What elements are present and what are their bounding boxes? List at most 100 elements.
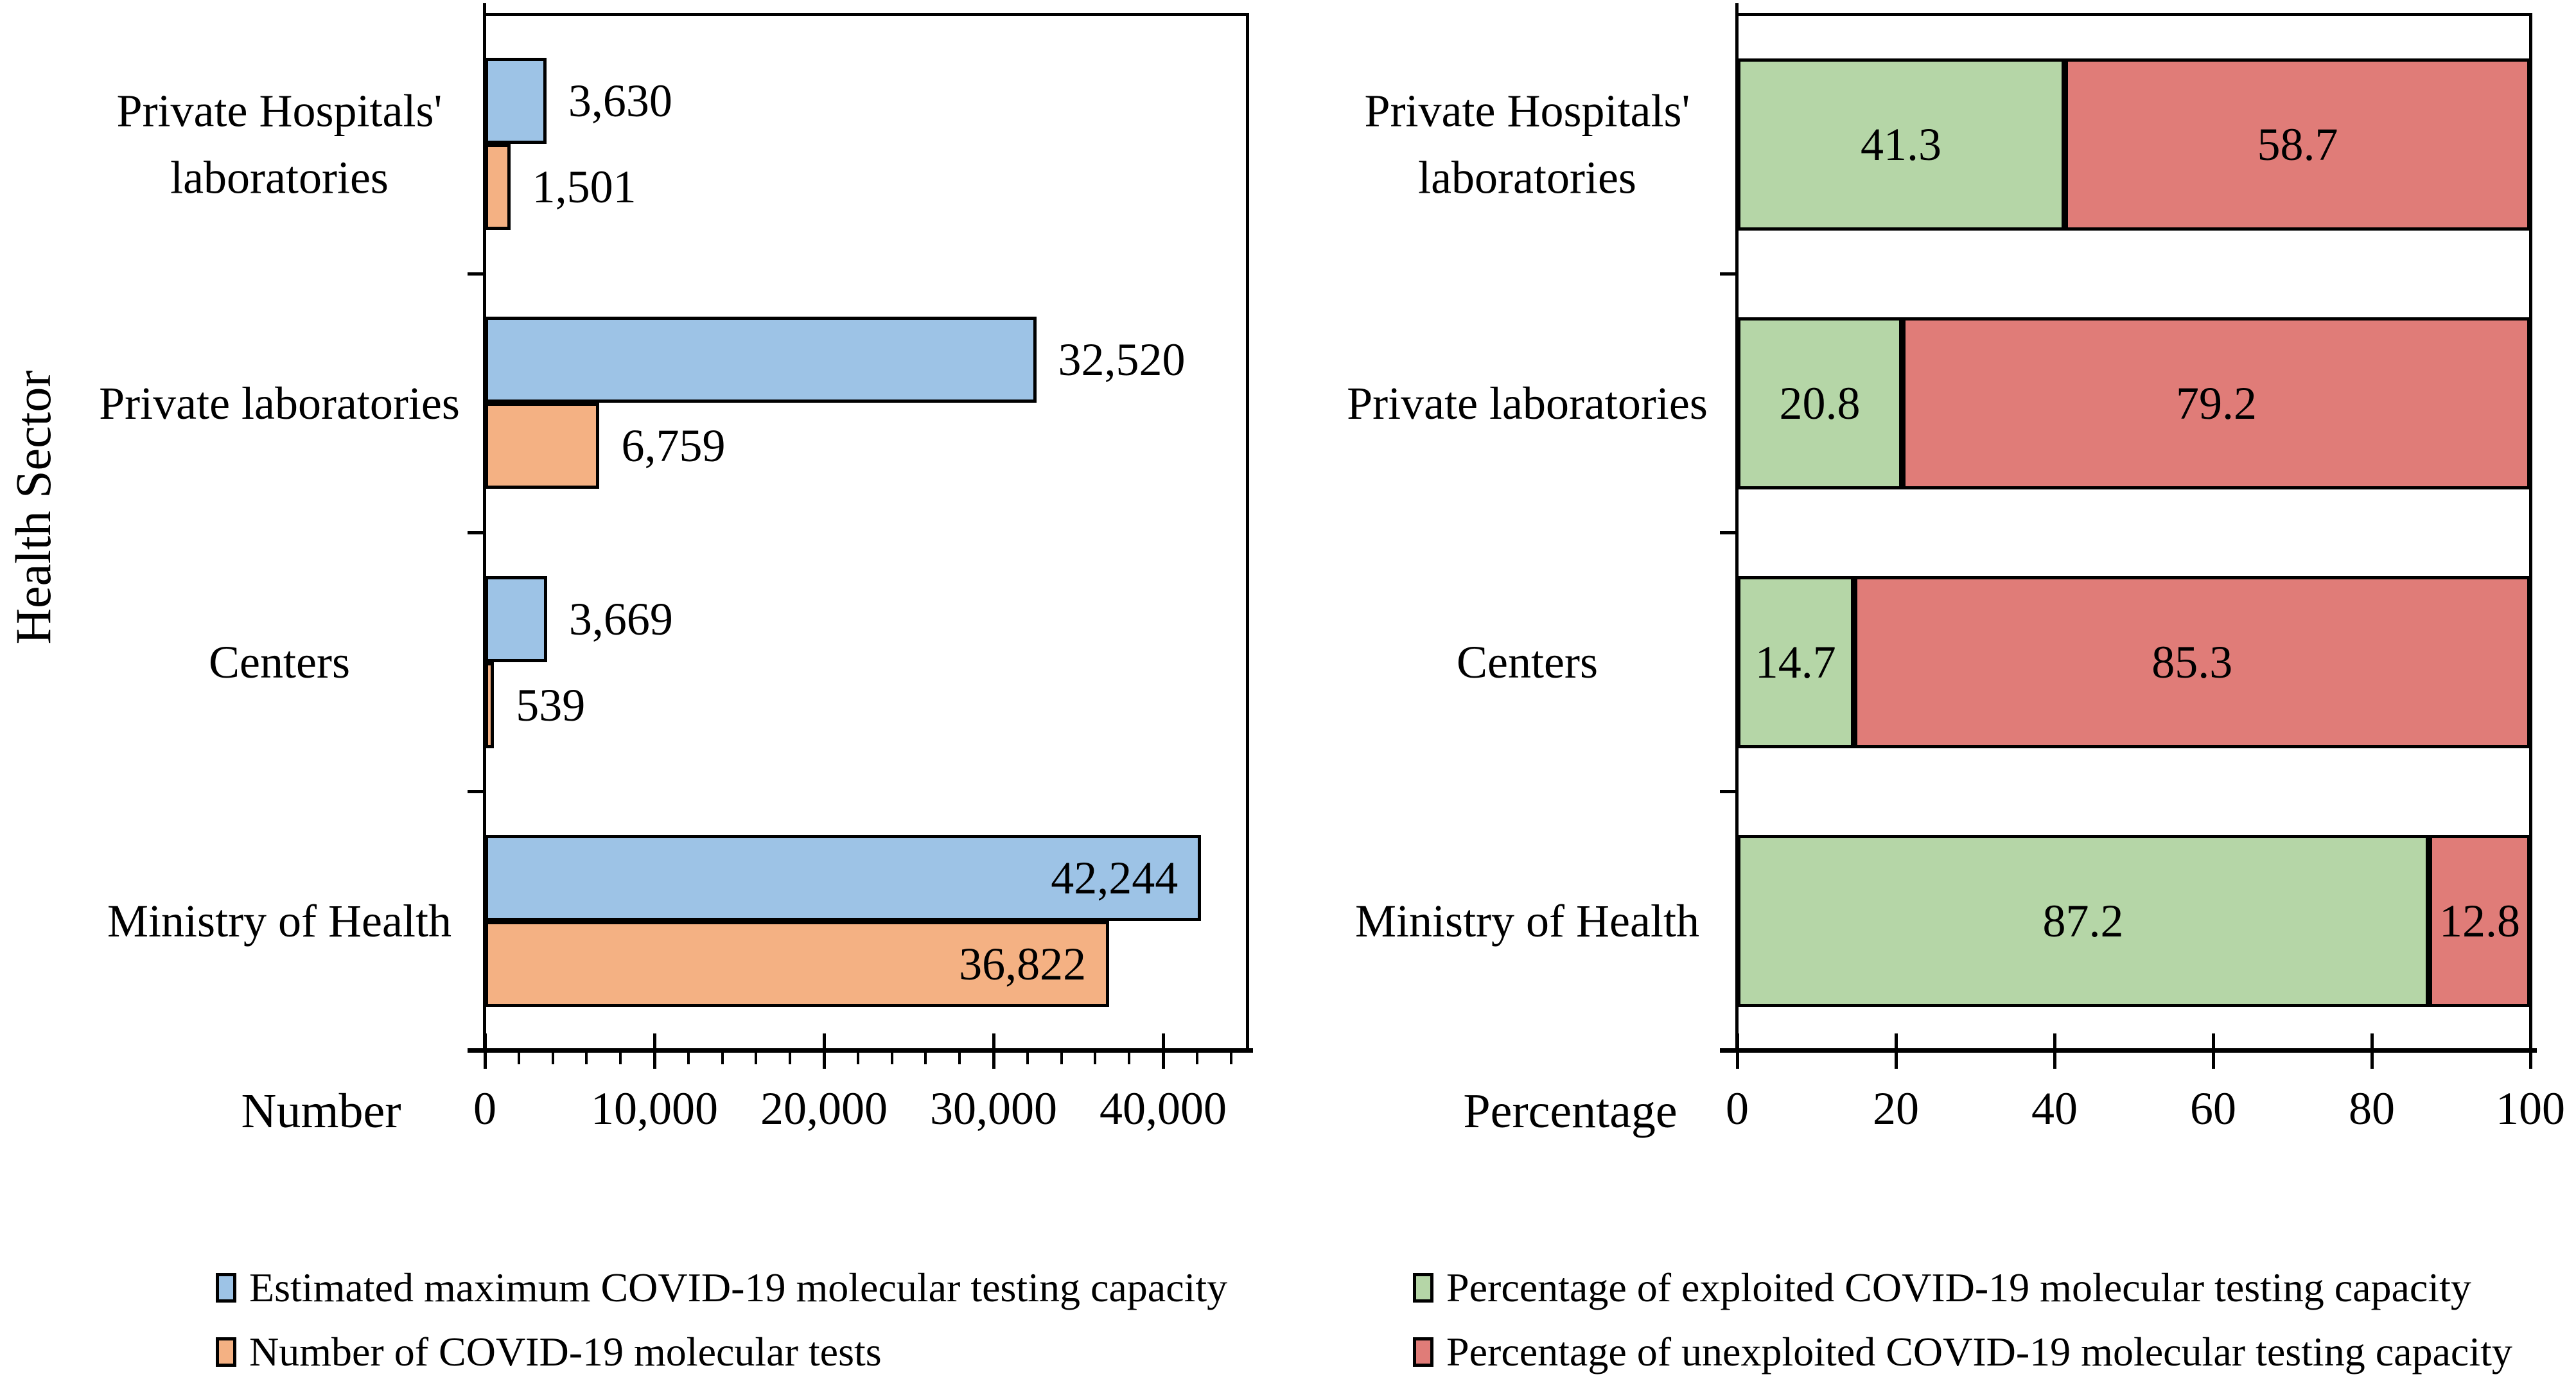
legend-item-unexploited: Percentage of unexploited COVID-19 molec… <box>1413 1329 2512 1375</box>
y-axis-tick <box>468 531 485 534</box>
x-axis-minor-tick <box>755 1051 758 1064</box>
bar-value-label: 539 <box>516 679 586 731</box>
category-label-line: Private Hospitals' <box>1364 85 1690 137</box>
legend-swatch-exploited <box>1413 1273 1433 1303</box>
x-axis-minor-tick <box>1128 1051 1131 1064</box>
bar-value-label: 36,822 <box>959 938 1087 990</box>
x-axis-minor-tick <box>856 1051 859 1064</box>
x-axis-minor-tick <box>1026 1051 1029 1064</box>
segment-unexploited <box>1853 576 2530 748</box>
x-axis-minor-tick <box>1060 1051 1063 1064</box>
segment-value-label: 79.2 <box>2175 377 2257 429</box>
x-axis-minor-tick <box>517 1051 520 1064</box>
legend-label-max-capacity: Estimated maximum COVID-19 molecular tes… <box>249 1265 1228 1310</box>
x-axis-major-tick <box>822 1033 826 1069</box>
bar-estimated-capacity <box>485 58 547 144</box>
x-axis-major-tick <box>2370 1033 2374 1069</box>
bar-estimated-capacity <box>485 575 547 662</box>
y-axis-tick <box>1720 272 1737 276</box>
bar-value-label: 3,669 <box>568 593 673 645</box>
x-axis-tick-label: 80 <box>2349 1083 2395 1134</box>
bar-tests <box>485 403 600 489</box>
x-axis-minor-tick <box>585 1051 588 1064</box>
x-axis-minor-tick <box>1094 1051 1097 1064</box>
segment-unexploited <box>2065 58 2530 231</box>
x-axis-minor-tick <box>924 1051 927 1064</box>
category-label: Private Hospitals' laboratories <box>55 77 504 211</box>
category-label-line: Private laboratories <box>1347 377 1708 429</box>
category-label-line: Private laboratories <box>99 377 460 429</box>
category-label-line: laboratories <box>170 152 389 204</box>
y-axis-tick <box>468 790 485 794</box>
segment-value-label: 87.2 <box>2042 895 2124 947</box>
category-label: Ministry of Health <box>1315 888 1739 954</box>
category-label-line: Ministry of Health <box>1355 895 1699 947</box>
legend-item-max-capacity: Estimated maximum COVID-19 molecular tes… <box>216 1265 1228 1310</box>
segment-exploited <box>1737 835 2429 1008</box>
x-axis-major-tick <box>2528 1033 2532 1069</box>
left-x-axis-title: Number <box>241 1084 401 1138</box>
legend-label-unexploited: Percentage of unexploited COVID-19 molec… <box>1446 1329 2512 1375</box>
category-label: Centers <box>1315 629 1739 696</box>
legend-swatch-tests <box>216 1337 236 1367</box>
x-axis-tick-label: 40 <box>2031 1083 2078 1134</box>
category-label-line: laboratories <box>1418 152 1636 204</box>
segment-value-label: 58.7 <box>2257 118 2338 170</box>
bar-estimated-capacity <box>485 834 1202 921</box>
bar-value-label: 6,759 <box>621 420 726 472</box>
segment-exploited <box>1737 58 2065 231</box>
x-axis-major-tick <box>992 1033 995 1069</box>
category-label: Private Hospitals' laboratories <box>1315 77 1739 211</box>
segment-value-label: 20.8 <box>1779 377 1861 429</box>
segment-value-label: 12.8 <box>2439 895 2520 947</box>
x-axis-major-tick <box>1735 1033 1739 1069</box>
bar-tests <box>485 920 1110 1007</box>
x-axis-tick-label: 0 <box>473 1083 496 1134</box>
category-label: Centers <box>55 629 504 696</box>
x-axis-minor-tick <box>687 1051 690 1064</box>
y-axis-top-tick <box>483 3 486 15</box>
x-axis-minor-tick <box>619 1051 622 1064</box>
x-axis-minor-tick <box>958 1051 961 1064</box>
category-label-line: Private Hospitals' <box>116 85 442 137</box>
x-axis-tick-label: 20,000 <box>760 1083 888 1134</box>
bar-value-label: 1,501 <box>532 161 636 213</box>
x-axis-minor-tick <box>1195 1051 1198 1064</box>
x-axis-major-tick <box>1894 1033 1898 1069</box>
bar-tests <box>485 144 511 230</box>
y-axis-top-tick <box>1735 3 1739 15</box>
bar-value-label: 3,630 <box>568 75 672 127</box>
category-label-line: Ministry of Health <box>107 895 451 947</box>
segment-exploited <box>1737 576 1854 748</box>
x-axis-tick-label: 20 <box>1873 1083 1919 1134</box>
segment-value-label: 14.7 <box>1755 637 1836 688</box>
segment-unexploited <box>2428 835 2530 1008</box>
x-axis-tick-label: 100 <box>2496 1083 2565 1134</box>
x-axis-major-tick <box>2211 1033 2215 1069</box>
y-axis-title: Health Sector <box>5 370 61 645</box>
x-axis-line <box>468 1048 1253 1053</box>
y-axis-tick <box>468 272 485 276</box>
legend-item-exploited: Percentage of exploited COVID-19 molecul… <box>1413 1267 2471 1308</box>
legend-swatch-unexploited <box>1413 1337 1433 1367</box>
x-axis-minor-tick <box>551 1051 554 1064</box>
x-axis-major-tick <box>483 1033 487 1069</box>
x-axis-tick-label: 30,000 <box>930 1083 1057 1134</box>
bar-estimated-capacity <box>485 317 1037 403</box>
bar-value-label: 32,520 <box>1058 334 1186 386</box>
x-axis-minor-tick <box>721 1051 724 1064</box>
legend-label-tests: Number of COVID-19 molecular tests <box>249 1329 882 1375</box>
x-axis-major-tick <box>1161 1033 1165 1069</box>
category-label-line: Centers <box>209 636 350 688</box>
y-axis-tick <box>1720 790 1737 794</box>
segment-value-label: 85.3 <box>2151 637 2233 688</box>
category-label: Ministry of Health <box>55 888 504 954</box>
category-label-line: Centers <box>1457 636 1598 688</box>
x-axis-minor-tick <box>1229 1051 1232 1064</box>
category-label: Private laboratories <box>55 370 504 437</box>
legend-swatch-max-capacity <box>216 1273 236 1303</box>
category-label: Private laboratories <box>1315 370 1739 437</box>
bar-value-label: 42,244 <box>1051 852 1178 904</box>
bar-tests <box>485 662 495 748</box>
